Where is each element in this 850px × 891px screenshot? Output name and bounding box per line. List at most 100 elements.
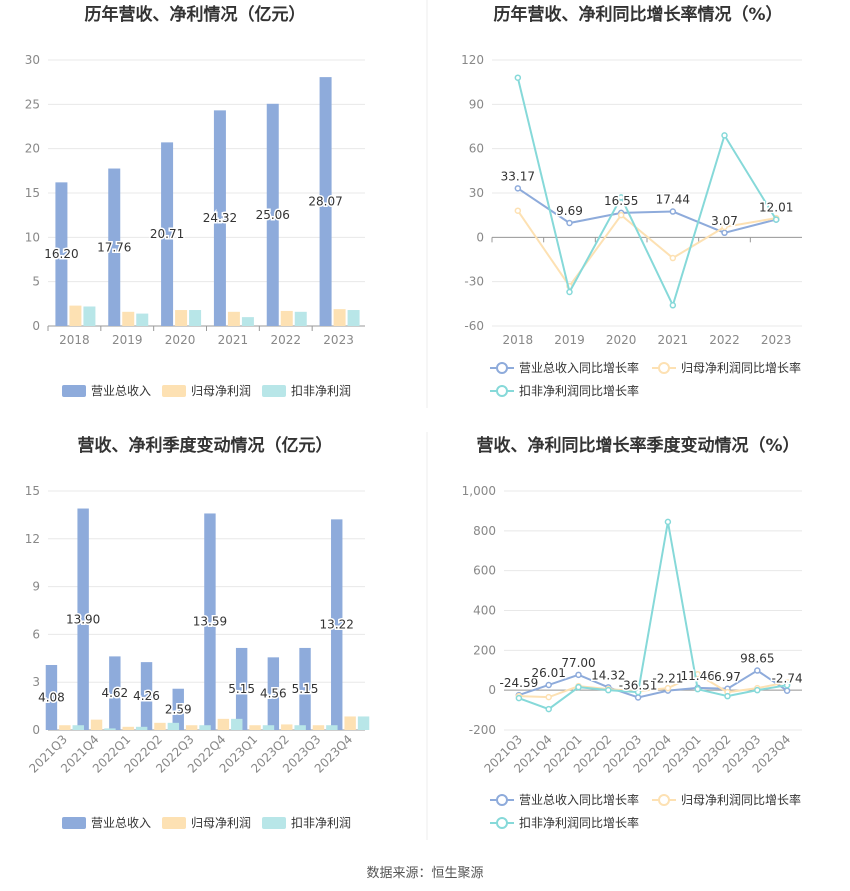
bar-revenue: [299, 647, 311, 730]
y-tick-label: 15: [25, 484, 40, 498]
legend-label: 营业总收入: [91, 816, 151, 830]
bar-deducted-net: [241, 317, 254, 326]
bar-parent-net: [122, 726, 134, 730]
line-point: [514, 207, 522, 214]
bar-revenue: [213, 110, 226, 326]
bar-parent-net: [281, 724, 293, 730]
x-tick-label: 2022: [709, 333, 740, 347]
y-tick-label: 20: [25, 142, 40, 156]
line-data-label: 98.65: [740, 652, 774, 666]
line-point: [545, 681, 552, 689]
legend-label: 扣非净利润同比增长率: [519, 815, 639, 830]
y-tick-label: 15: [25, 186, 40, 200]
bar-data-label: 16.20: [44, 247, 78, 261]
line-point: [754, 667, 761, 674]
line-series-revenue-growth: [517, 187, 777, 234]
x-tick-label: 2020: [165, 333, 196, 347]
y-tick-label: 9: [32, 580, 40, 594]
y-tick-label: 25: [25, 97, 40, 111]
bar-data-label: 28.07: [308, 195, 342, 209]
legend-label: 营业总收入同比增长率: [519, 360, 639, 375]
legend-label: 归母净利润: [191, 384, 251, 398]
line-point: [669, 254, 677, 262]
bar-deducted-net: [357, 716, 370, 730]
line-point: [545, 705, 552, 713]
line-series-deducted-net-growth: [518, 521, 788, 711]
bar-data-label: 4.26: [133, 689, 160, 703]
y-tick-label: 60: [469, 142, 484, 156]
y-tick-label: 600: [473, 564, 496, 578]
bar-parent-net: [217, 718, 230, 730]
line-data-label: 33.17: [501, 169, 535, 183]
legend-swatch: [496, 362, 508, 374]
y-tick-label: 800: [473, 524, 496, 538]
legend-swatch: [658, 362, 670, 374]
bar-deducted-net: [231, 718, 243, 730]
bar-deducted-net: [326, 725, 338, 730]
line-data-label: 12.01: [759, 201, 793, 215]
x-tick-label: 2019: [554, 333, 585, 347]
y-tick-label: 10: [25, 230, 40, 244]
bar-deducted-net: [136, 313, 149, 326]
line-point: [694, 685, 701, 693]
y-tick-label: 120: [461, 53, 484, 67]
bar-revenue: [45, 664, 58, 730]
line-point: [617, 194, 625, 201]
line-point: [515, 694, 523, 702]
line-point: [664, 684, 672, 692]
line-point: [721, 223, 728, 231]
x-tick-label: 2019: [112, 333, 143, 347]
legend-swatch: [496, 817, 508, 829]
legend-swatch: [262, 385, 286, 397]
bar-data-label: 4.62: [101, 686, 128, 700]
bar-deducted-net: [347, 310, 360, 326]
line-point: [566, 219, 573, 227]
chart-title: 营收、净利季度变动情况（亿元）: [78, 435, 333, 456]
bar-deducted-net: [262, 725, 275, 730]
line-point: [617, 211, 625, 219]
y-tick-label: 12: [25, 532, 40, 546]
line-data-label: 26.01: [532, 666, 566, 680]
legend-swatch: [262, 817, 286, 829]
line-data-label: 16.55: [604, 194, 638, 208]
bar-data-label: 4.08: [38, 690, 65, 704]
bar-data-label: 5.15: [228, 682, 255, 696]
bar-data-label: 2.59: [165, 702, 192, 716]
line-point: [514, 74, 522, 81]
legend-swatch: [62, 817, 86, 829]
bar-revenue: [331, 519, 343, 730]
line-data-label: 9.69: [556, 204, 583, 218]
bar-parent-net: [154, 722, 166, 730]
line-data-label: 3.07: [711, 214, 738, 228]
line-point: [634, 688, 642, 696]
y-tick-label: 0: [32, 723, 40, 737]
x-tick-label: 2021: [658, 333, 689, 347]
data-source-footer: 数据来源：恒生聚源: [366, 866, 484, 881]
x-tick-label: 2023: [323, 333, 354, 347]
line-data-label: -36.51: [619, 678, 658, 692]
y-tick-label: 3: [32, 675, 40, 689]
line-point: [783, 681, 791, 689]
bar-revenue: [108, 168, 121, 326]
x-tick-label: 2023: [761, 333, 792, 347]
bar-deducted-net: [294, 311, 307, 326]
y-tick-label: 1,000: [462, 484, 496, 498]
line-data-label: 77.00: [561, 656, 595, 670]
x-tick-label: 2018: [59, 333, 90, 347]
bar-revenue: [140, 662, 153, 730]
chart-title: 营收、净利同比增长率季度变动情况（%）: [476, 435, 799, 456]
line-point: [721, 132, 728, 139]
legend-label: 扣非净利润: [291, 816, 351, 830]
legend-label: 扣非净利润: [291, 384, 351, 398]
bar-deducted-net: [167, 722, 180, 730]
bar-parent-net: [280, 310, 293, 326]
line-point: [575, 671, 582, 679]
bar-data-label: 13.59: [193, 615, 227, 629]
bar-data-label: 13.22: [320, 618, 354, 632]
legend-swatch: [162, 817, 186, 829]
line-point: [634, 694, 642, 701]
line-data-label: 14.32: [591, 668, 625, 682]
chart-title: 历年营收、净利情况（亿元）: [85, 4, 306, 25]
bar-data-label: 25.06: [256, 208, 290, 222]
